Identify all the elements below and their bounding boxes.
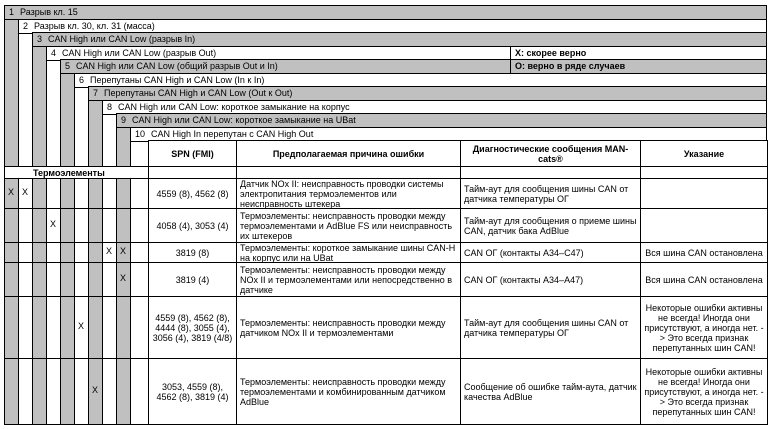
fault-label: Разрыв кл. 15: [20, 7, 78, 17]
column-stripe-6: [74, 87, 89, 424]
fault-number: 9: [121, 115, 127, 125]
x-mark: X: [119, 273, 126, 283]
fault-number: 5: [65, 61, 71, 71]
column-header-spn: SPN (FMI): [148, 140, 237, 167]
fault-label: Перепутаны CAN High и CAN Low (Out к Out…: [104, 88, 293, 98]
fault-number: 7: [93, 88, 99, 98]
column-stripe-5: [60, 73, 75, 424]
fault-label: CAN High или CAN Low (общий разрыв Out и…: [76, 61, 278, 71]
legend-o: O: верно в ряде случаев: [510, 59, 767, 74]
x-mark: X: [105, 246, 112, 256]
cause-cell: Термоэлементы: неисправность проводки ме…: [236, 208, 461, 243]
fault-number: 4: [51, 48, 57, 58]
column-stripe-2: [18, 33, 33, 424]
note-cell: Вся шина CAN остановлена: [640, 262, 768, 297]
cause-cell: Термоэлементы: неисправность проводки ме…: [236, 358, 461, 425]
x-mark: X: [77, 321, 84, 331]
spn-cell: 4559 (8), 4562 (8), 4444 (8), 3055 (4), …: [148, 296, 237, 359]
diag-cell: CAN ОГ (контакты A34–A47): [460, 262, 641, 297]
x-mark: X: [21, 187, 28, 197]
fault-number: 6: [79, 75, 85, 85]
fault-number: 10: [135, 129, 146, 139]
diag-cell: CAN ОГ (контакты A34–C47): [460, 242, 641, 263]
column-header-diag: Диагностические сообщения MAN-cats®: [460, 140, 641, 167]
note-cell: Некоторые ошибки активны не всегда! Иног…: [640, 358, 768, 425]
bottom-line: [4, 424, 767, 425]
cause-cell: Термоэлементы: короткое замыкание шины C…: [236, 242, 461, 263]
spn-cell: 4058 (4), 3053 (4): [148, 208, 237, 243]
x-mark: X: [119, 246, 126, 256]
fault-number: 3: [37, 34, 43, 44]
diag-cell: Тайм-аут для сообщения шины CAN от датчи…: [460, 178, 641, 209]
column-header-cause: Предполагаемая причина ошибки: [236, 140, 461, 167]
fault-label: CAN High или CAN Low: короткое замыкание…: [132, 115, 356, 125]
note-cell: [640, 178, 768, 209]
x-mark: X: [7, 187, 14, 197]
spn-cell: 3819 (4): [148, 262, 237, 297]
x-mark: X: [91, 385, 98, 395]
diag-cell: Сообщение об ошибке тайм-аута, датчик ка…: [460, 358, 641, 425]
spn-cell: 4559 (8), 4562 (8): [148, 178, 237, 209]
spn-cell: 3053, 4559 (8), 4562 (8), 3819 (4): [148, 358, 237, 425]
diag-cell: Тайм-аут для сообщения о приеме шины CAN…: [460, 208, 641, 243]
column-header-note: Указание: [640, 140, 768, 167]
x-mark: X: [49, 219, 56, 229]
cause-cell: Термоэлементы: неисправность проводки ме…: [236, 296, 461, 359]
column-stripe-8: [102, 114, 117, 424]
column-stripe-1: [4, 19, 19, 424]
fault-label: CAN High или CAN Low: короткое замыкание…: [118, 102, 350, 112]
diag-cell: Тайм-аут для сообщения шины CAN от датчи…: [460, 296, 641, 359]
note-cell: Некоторые ошибки активны не всегда! Иног…: [640, 296, 768, 359]
cause-cell: Термоэлементы: неисправность проводки ме…: [236, 262, 461, 297]
fault-label: CAN High или CAN Low (разрыв In): [48, 34, 196, 44]
fault-number: 1: [9, 7, 15, 17]
fault-label: CAN High или CAN Low (разрыв Out): [62, 48, 217, 58]
fault-label: Разрыв кл. 30, кл. 31 (масса): [34, 21, 155, 31]
fault-type-row-1: 1 Разрыв кл. 15: [4, 5, 767, 20]
spn-cell: 3819 (8): [148, 242, 237, 263]
note-cell: [640, 208, 768, 243]
note-cell: Вся шина CAN остановлена: [640, 242, 768, 263]
fault-label: Перепутаны CAN High и CAN Low (In к In): [90, 75, 265, 85]
fault-number: 8: [107, 102, 113, 112]
column-stripe-3: [32, 46, 47, 424]
cause-cell: Датчик NOx II: неисправность проводки си…: [236, 178, 461, 209]
fault-number: 2: [23, 21, 29, 31]
column-stripe-10: [130, 141, 149, 424]
fault-type-row-3: 3 CAN High или CAN Low (разрыв In): [32, 32, 767, 47]
fault-label: CAN High In перепутан с CAN High Out: [151, 129, 314, 139]
fault-type-row-9: 9 CAN High или CAN Low: короткое замыкани…: [116, 113, 767, 128]
fault-type-row-7: 7 Перепутаны CAN High и CAN Low (Out к Ou…: [88, 86, 767, 101]
